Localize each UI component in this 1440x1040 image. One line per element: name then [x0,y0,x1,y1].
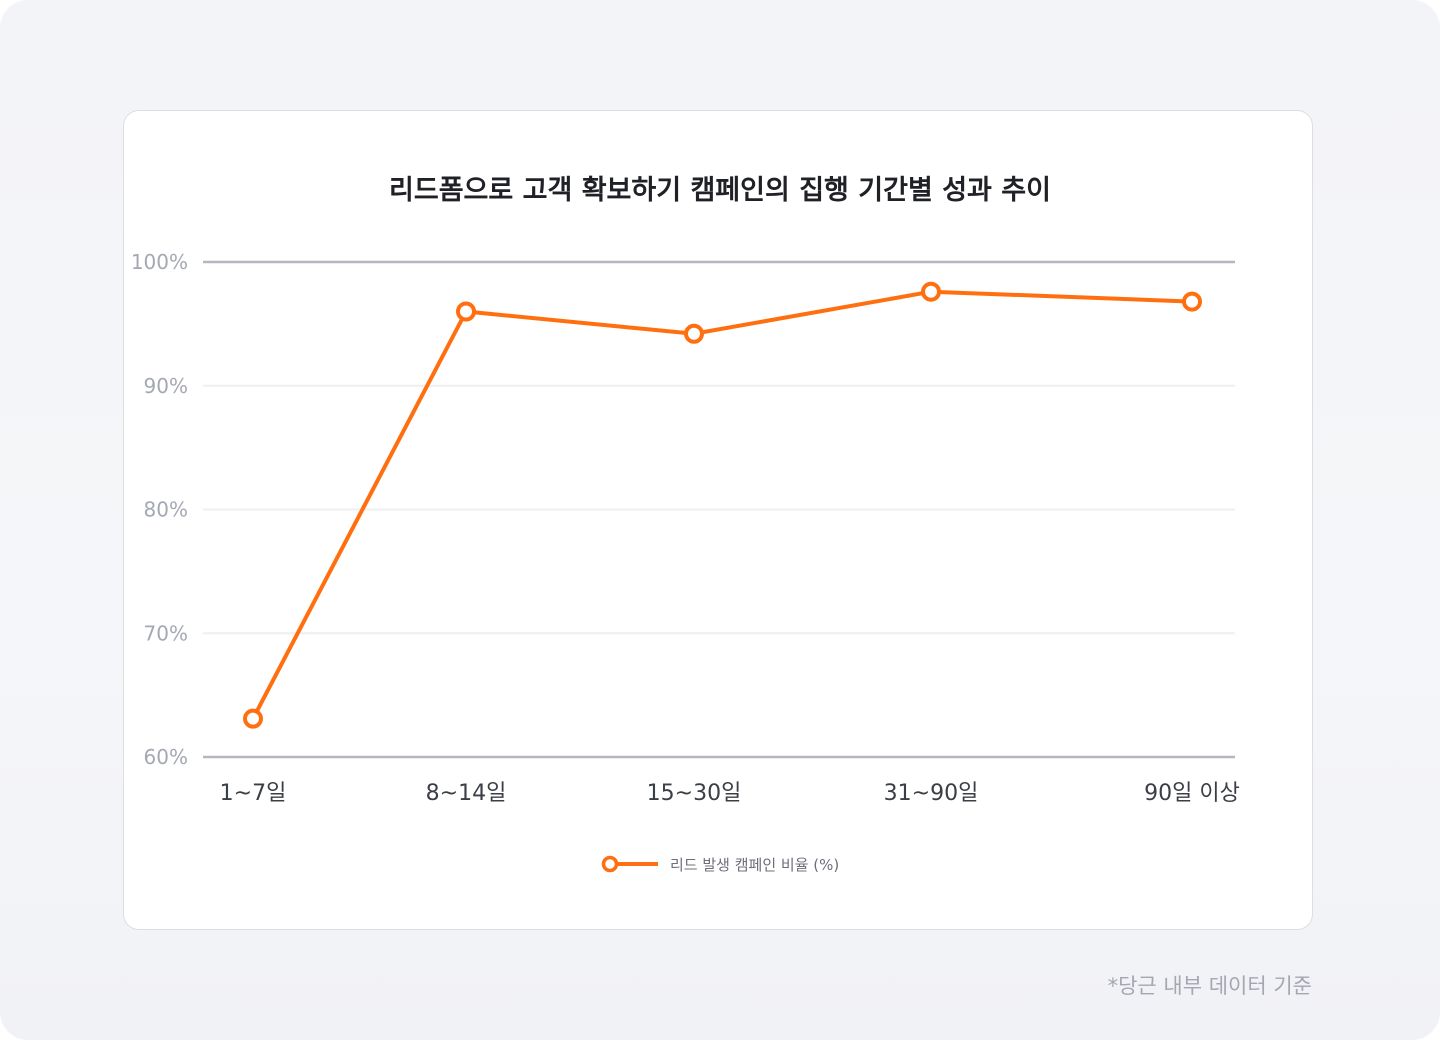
x-tick-label: 15~30일 [647,781,742,806]
x-axis-ticks: 1~7일 8~14일 15~30일 31~90일 90일 이상 [220,781,1240,806]
chart-card [123,110,1313,930]
footnote: *당근 내부 데이터 기준 [1107,974,1312,998]
legend-label: 리드 발생 캠페인 비율 (%) [670,856,839,874]
data-point [684,323,704,344]
data-point [1182,291,1202,312]
data-point [921,281,941,302]
x-tick-label: 31~90일 [884,781,979,806]
y-tick-label: 60% [144,745,188,769]
data-point [456,301,476,322]
legend-marker [601,855,619,873]
chart-title: 리드폼으로 고객 확보하기 캠페인의 집행 기간별 성과 추이 [389,175,1051,206]
gridlines [203,260,1235,759]
x-tick-label: 90일 이상 [1144,781,1240,806]
y-tick-label: 90% [144,374,188,398]
series [243,281,1202,729]
x-tick-label: 1~7일 [220,781,287,806]
y-axis-ticks: 60% 70% 80% 90% 100% [131,250,188,769]
legend: 리드 발생 캠페인 비율 (%) [601,855,839,874]
x-tick-label: 8~14일 [426,781,507,806]
data-point [243,708,263,729]
y-tick-label: 100% [131,250,188,274]
y-tick-label: 70% [144,621,188,645]
y-tick-label: 80% [144,498,188,522]
series-line [251,289,1194,721]
